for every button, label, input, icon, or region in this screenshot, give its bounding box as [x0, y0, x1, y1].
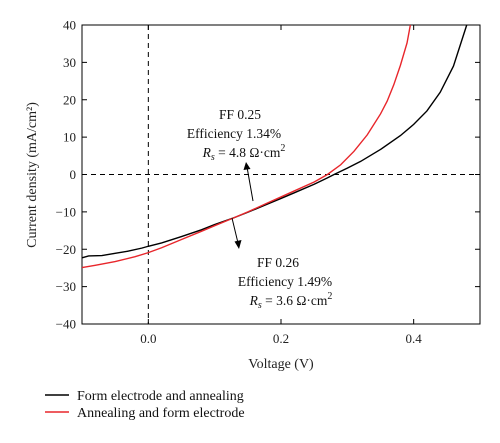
- x-axis-ticks: 0.0 0.2 0.4: [140, 25, 422, 346]
- annotation-lower-rs: Rs = 3.6 Ω·cm2: [249, 291, 333, 311]
- y-axis-ticks: −40 −30 −20 −10 0 10 20 30 40: [56, 18, 480, 332]
- y-tick-label: −40: [56, 317, 76, 332]
- annotation-upper-ff: FF 0.25: [219, 107, 261, 122]
- annotation-lower-ff: FF 0.26: [257, 255, 299, 270]
- annotation-lower-rs-value: = 3.6 Ω·cm: [262, 293, 328, 308]
- annotation-upper-arrow-line: [246, 166, 254, 202]
- annotation-upper-rs-symbol: R: [202, 145, 212, 160]
- legend-label-annealing-and-form-electrode: Annealing and form electrode: [77, 406, 245, 421]
- x-tick-label: 0.0: [140, 331, 156, 346]
- annotation-lower-rs-sup: 2: [327, 291, 332, 302]
- annotation-lower-arrow-head: [234, 240, 242, 249]
- legend-label-form-electrode-and-annealing: Form electrode and annealing: [77, 389, 244, 404]
- annotation-upper: FF 0.25 Efficiency 1.34% Rs = 4.8 Ω·cm2: [187, 107, 286, 163]
- series-line-form-electrode-and-annealing: [81, 24, 468, 259]
- annotation-upper-rs-sup: 2: [280, 143, 285, 154]
- annotation-upper-arrow-head: [243, 162, 251, 170]
- annotation-lower-rs-sub: s: [258, 300, 262, 311]
- annotation-upper-rs-value: = 4.8 Ω·cm: [215, 145, 281, 160]
- y-axis-label: Current density (mA/cm²): [25, 102, 40, 248]
- y-tick-label: 20: [63, 92, 76, 107]
- y-tick-label: 0: [70, 167, 77, 182]
- series-line-annealing-and-form-electrode: [81, 24, 412, 269]
- annotation-lower-rs-symbol: R: [249, 293, 259, 308]
- legend: Form electrode and annealing Annealing a…: [45, 389, 245, 421]
- annotation-upper-efficiency: Efficiency 1.34%: [187, 126, 281, 141]
- x-axis-label: Voltage (V): [248, 357, 314, 372]
- y-tick-label: −20: [56, 242, 76, 257]
- x-tick-label: 0.4: [406, 331, 423, 346]
- annotation-upper-rs-sub: s: [211, 152, 215, 163]
- y-tick-label: −10: [56, 204, 76, 219]
- y-tick-label: 30: [63, 55, 76, 70]
- annotation-lower: FF 0.26 Efficiency 1.49% Rs = 3.6 Ω·cm2: [238, 255, 333, 311]
- annotation-lower-arrow-line: [231, 217, 239, 244]
- y-tick-label: 40: [63, 18, 76, 33]
- y-tick-label: 10: [63, 130, 76, 145]
- x-tick-label: 0.2: [273, 331, 289, 346]
- y-tick-label: −30: [56, 279, 76, 294]
- annotation-upper-rs: Rs = 4.8 Ω·cm2: [202, 143, 286, 163]
- annotation-lower-efficiency: Efficiency 1.49%: [238, 274, 332, 289]
